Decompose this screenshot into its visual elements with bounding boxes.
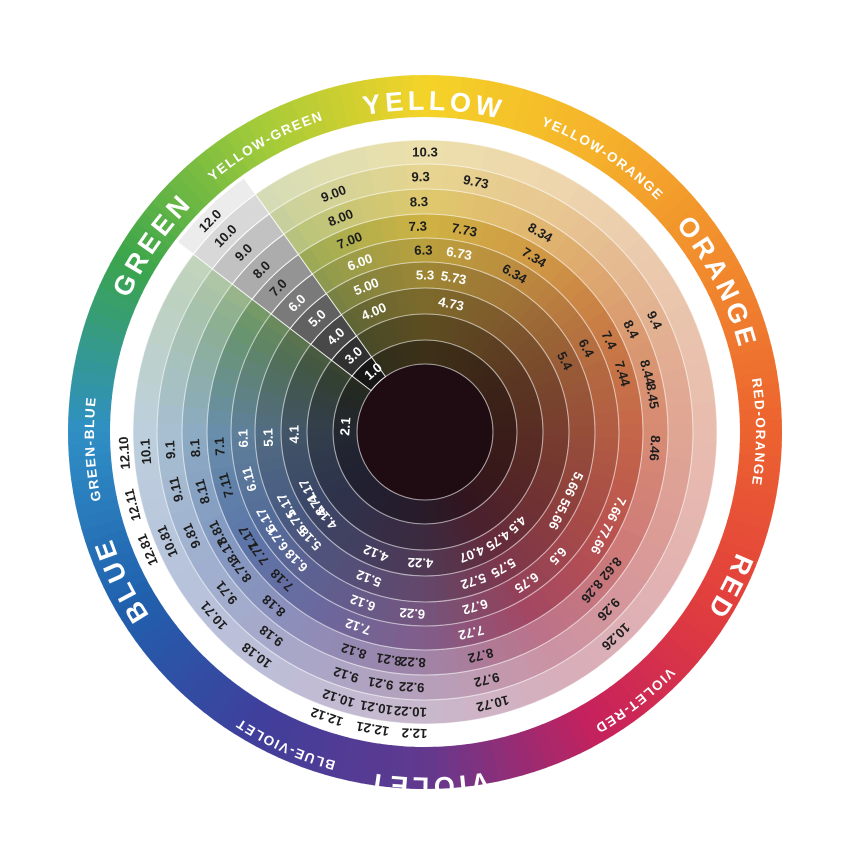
tone-number-label: 12.21: [355, 719, 390, 740]
tone-number-label: 8.44: [637, 358, 658, 387]
tone-number-label: 10.21: [359, 697, 394, 718]
tone-number-label: 4.1: [286, 425, 301, 444]
tone-number-label: 9.4: [644, 309, 666, 333]
tone-number-label: 9.73: [462, 172, 490, 192]
tone-number-label: 5.3: [416, 268, 434, 283]
tone-number-label: 2.1: [337, 417, 353, 436]
tone-number-label: 7.1: [211, 437, 227, 456]
tone-number-label: 10.1: [137, 438, 154, 465]
tone-number-label: 6.22: [399, 605, 426, 622]
tone-number-label: 5.73: [440, 268, 468, 287]
natural-level-wedge: [176, 177, 387, 392]
tone-number-label: 7.3: [408, 218, 427, 234]
tone-number-label: 4.73: [437, 294, 465, 314]
outer-color-ring: [67, 74, 782, 790]
outer-ring-minor-label: RED-ORANGE: [749, 377, 768, 487]
tone-number-label: 9.11: [166, 476, 186, 504]
outer-ring-major-label: VIOLET: [363, 766, 491, 801]
tone-number-label: 12.2: [401, 725, 427, 741]
tone-number-label: 8.22: [400, 654, 426, 670]
tone-number-label: 7.11: [216, 471, 237, 499]
tone-number-label: 8.72: [466, 645, 495, 666]
tone-number-label: 6.73: [445, 244, 473, 264]
tone-number-label: 7.73: [450, 220, 478, 240]
tone-number-label: 9.3: [411, 169, 430, 184]
tone-number-label: 7.44: [612, 359, 634, 389]
tone-number-label: 9.1: [162, 440, 178, 459]
tone-number-label: 8.45: [643, 382, 662, 410]
tone-number-label: 6.72: [461, 596, 490, 617]
tone-number-label: 10.3: [412, 145, 438, 160]
tone-number-label: 8.11: [192, 478, 213, 506]
tone-number-label: 9.22: [398, 679, 424, 695]
tone-number-label: 8.3: [410, 194, 429, 209]
tone-number-label: 12.10: [116, 436, 133, 470]
tone-number-label: 6.3: [414, 243, 432, 258]
tone-number-label: 9.21: [367, 674, 395, 693]
center-disc: [357, 364, 493, 500]
tone-number-label: 8.21: [375, 650, 403, 669]
tone-number-label: 5.1: [260, 428, 276, 447]
tone-number-label: 4.22: [407, 555, 433, 571]
tone-number-label: 6.11: [239, 465, 260, 493]
tone-number-label: 6.1: [235, 429, 251, 448]
tone-rings: [132, 139, 718, 725]
tone-number-label: 9.72: [473, 669, 502, 690]
tone-number-label: 8.46: [646, 435, 663, 462]
tone-number-label: 7.72: [457, 622, 485, 642]
tone-number-label: 10.22: [393, 703, 427, 720]
tone-number-label: 8.1: [187, 438, 203, 457]
